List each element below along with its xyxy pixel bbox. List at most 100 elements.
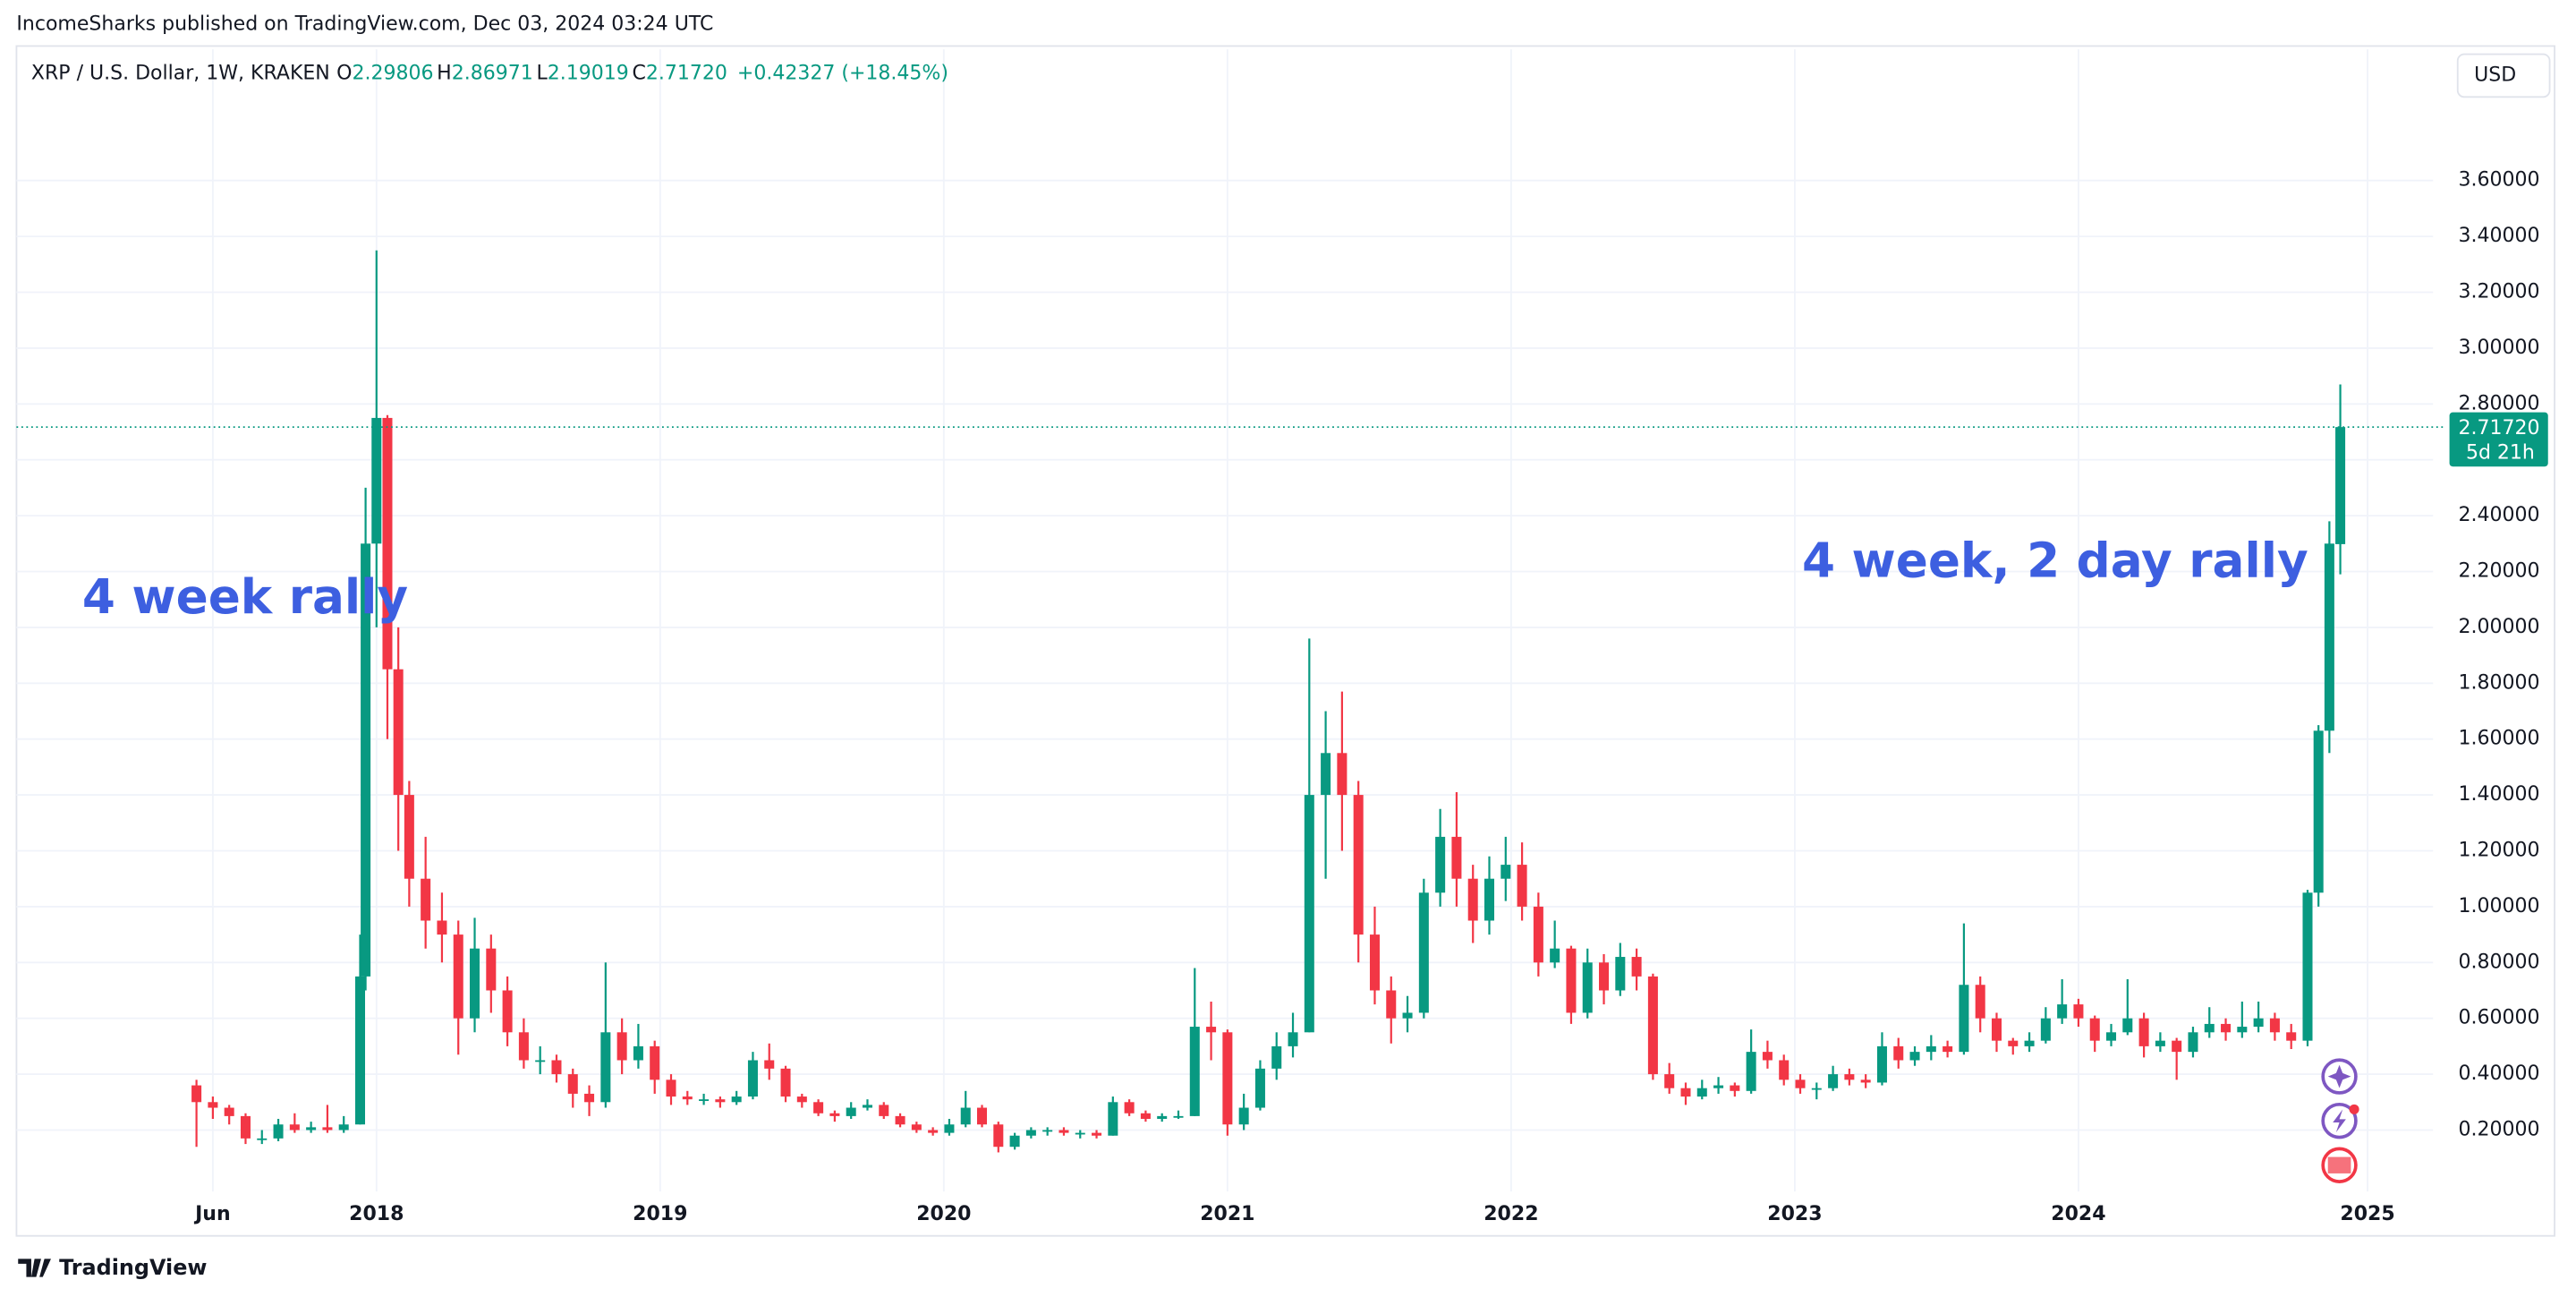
currency[interactable]: USD [2474,64,2516,86]
candle-body [1009,1135,1020,1148]
ohlc-value: 2.29806 [352,63,433,85]
candle-body [1157,1115,1168,1120]
candle-body [1828,1074,1839,1088]
candle-body [1615,957,1626,991]
candle-body [2324,543,2334,731]
candle-body [2335,427,2346,544]
countdown: 5d 21h [2466,442,2535,465]
candle-body [2253,1018,2264,1028]
candle-body [1860,1079,1871,1083]
candle-body [2188,1032,2198,1053]
x-tick-label: 2025 [2340,1203,2394,1225]
candle-body [2237,1027,2248,1033]
candle-body [1140,1113,1151,1120]
x-tick-label: Jun [193,1203,231,1225]
candle-body [1647,976,1658,1075]
candle-body [1173,1115,1184,1118]
candle-body [306,1127,317,1131]
icon-glyph [2333,1109,2346,1133]
candle-body [1599,962,1610,991]
candle-body [715,1099,726,1103]
candle-body [354,976,366,1125]
candle-body [2221,1023,2232,1033]
x-tick-label: 2018 [349,1203,404,1225]
chart-frame [15,45,2556,1237]
candle-body [911,1124,922,1131]
y-tick-label: 2.80000 [2459,392,2540,414]
candle-body [1222,1032,1233,1125]
candle-body [338,1124,349,1131]
candle-body [960,1107,971,1125]
change: +0.42327 (+18.45%) [737,63,948,85]
ohlc-label: C [632,63,645,85]
candle-body [1092,1132,1102,1136]
candle-body [240,1115,251,1139]
icon-glyph [2327,1156,2351,1173]
candle-body [322,1127,333,1131]
candle-body [1550,948,1560,963]
candle-body [1321,753,1331,796]
candle-body [1631,957,1642,977]
candle-body [567,1074,578,1094]
y-tick-label: 3.00000 [2459,337,2540,359]
candle-body [1746,1052,1756,1091]
icon-dot [2349,1104,2359,1114]
candle-body [862,1105,872,1108]
candle-body [1467,878,1478,921]
annotation: 4 week rally [82,569,408,625]
y-tick-label: 3.20000 [2459,281,2540,303]
candle-body [1762,1052,1773,1061]
candle-body [2089,1018,2100,1041]
candle-body [1730,1085,1740,1091]
price-tag-label: 2.71720 [2459,417,2540,439]
ohlc-value: 2.71720 [646,63,727,85]
candle-body [796,1096,807,1103]
candle-body [2313,730,2324,893]
candle-body [421,878,431,921]
y-tick-label: 1.40000 [2459,783,2540,806]
candle-body [2073,1004,2084,1019]
candle-body [2008,1040,2019,1046]
candle-body [2122,1018,2133,1033]
candle-body [2057,1004,2068,1019]
x-tick-label: 2020 [916,1203,971,1225]
candle-body [616,1032,627,1061]
candle-body [1271,1045,1282,1069]
byline: IncomeSharks published on TradingView.co… [16,13,713,36]
candle-body [1844,1074,1855,1080]
ohlc-value: 2.86971 [452,63,533,85]
y-tick-label: 2.40000 [2459,504,2540,526]
y-tick-label: 0.40000 [2459,1062,2540,1085]
candle-body [1025,1130,1036,1136]
candle-body [2155,1040,2165,1046]
candle-body [879,1105,889,1116]
candle-body [829,1113,840,1116]
candle-body [2106,1032,2117,1041]
candle-body [289,1124,300,1131]
candle-body [1451,836,1462,879]
currency-button[interactable] [2456,53,2551,98]
candle-body [1795,1079,1806,1088]
candle-body [977,1107,988,1125]
candle-body [1664,1074,1675,1088]
y-tick-label: 2.00000 [2459,616,2540,638]
candle-body [2024,1040,2035,1046]
candle-body [437,920,447,935]
candle-body [1943,1045,1953,1053]
candle-body [191,1085,202,1103]
x-tick-label: 2019 [633,1203,687,1225]
ohlc-label: L [536,63,548,85]
icons [2321,1058,2359,1183]
candle-body [1713,1085,1724,1088]
candle-body [650,1045,660,1080]
candle-body [1435,836,1446,893]
candle-body [1582,962,1593,1013]
candle-body [747,1060,758,1097]
plot [16,49,2446,1192]
y-tick-label: 0.80000 [2459,951,2540,973]
candle-body [371,417,382,544]
candle-body [780,1068,791,1097]
ohlc-value: 2.19019 [548,63,629,85]
candle-body [1058,1130,1069,1133]
